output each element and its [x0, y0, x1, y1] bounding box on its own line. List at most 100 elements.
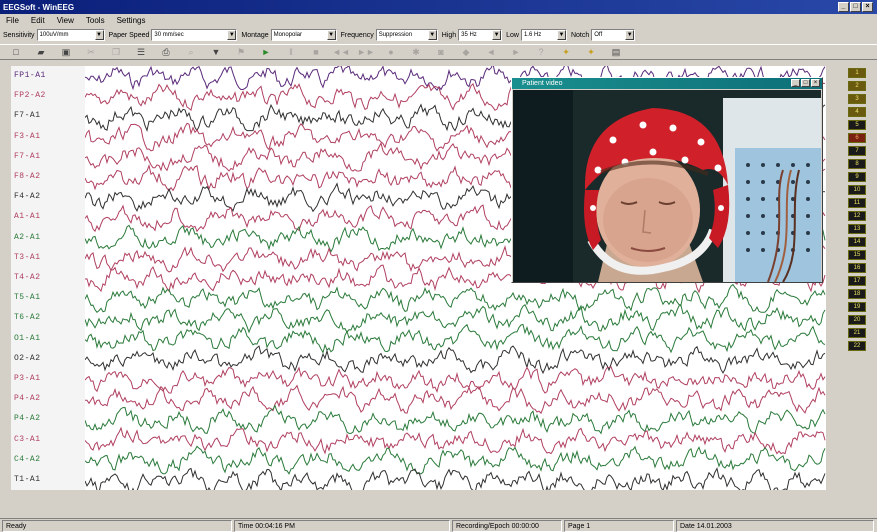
channel-label[interactable]: C3-A1	[14, 434, 41, 444]
chevron-down-icon[interactable]: ▼	[427, 30, 437, 40]
montage-icon[interactable]: ☰	[136, 46, 146, 57]
bookmark-icon[interactable]: ◆	[462, 46, 470, 57]
page-prev-icon[interactable]: ◄	[486, 47, 496, 57]
montage-group: Montage Monopolar ▼	[241, 29, 337, 41]
status-ready: Ready	[2, 520, 232, 532]
zoom-icon[interactable]: ⌕	[188, 46, 194, 57]
stop-icon[interactable]: ■	[313, 47, 319, 57]
chevron-down-icon[interactable]: ▼	[94, 30, 104, 40]
channel-toggle-button[interactable]: 21	[848, 328, 866, 338]
channel-label[interactable]: A2-A1	[14, 232, 41, 242]
channel-toggle-button[interactable]: 12	[848, 211, 866, 221]
channel-toggle-button[interactable]: 5	[848, 120, 866, 130]
channel-toggle-button[interactable]: 9	[848, 172, 866, 182]
channel-label[interactable]: T5-A1	[14, 293, 41, 303]
channel-label[interactable]: P4-A2	[14, 394, 41, 404]
video-window[interactable]: Patient video _ □ ×	[511, 77, 823, 283]
channel-toggle-button[interactable]: 8	[848, 159, 866, 169]
channel-label[interactable]: FP1-A1	[14, 71, 46, 81]
channel-label[interactable]: O1-A1	[14, 333, 41, 343]
pause-icon[interactable]: ‖	[289, 47, 293, 57]
open-folder-icon[interactable]: ▰	[37, 46, 45, 57]
chevron-down-icon[interactable]: ▼	[227, 30, 237, 40]
channel-label[interactable]: T1-A1	[14, 474, 41, 484]
new-file-icon[interactable]: □	[13, 47, 19, 57]
minimize-button[interactable]: _	[791, 79, 800, 87]
channel-toggle-button[interactable]: 17	[848, 276, 866, 286]
channel-label[interactable]: F3-A1	[14, 131, 41, 141]
menu-view[interactable]: View	[56, 15, 74, 25]
print-icon[interactable]: ⎙	[162, 46, 170, 57]
lamp-icon[interactable]: ✦	[562, 46, 570, 57]
marker-icon[interactable]: ⚑	[236, 46, 246, 57]
copy-icon[interactable]: ❐	[111, 46, 121, 57]
channel-toggle-button[interactable]: 10	[848, 185, 866, 195]
chevron-down-icon[interactable]: ▼	[625, 30, 635, 40]
close-button[interactable]: ×	[811, 79, 820, 87]
save-icon[interactable]: ▣	[61, 46, 71, 57]
channel-toggle-button[interactable]: 1	[848, 68, 866, 78]
channel-toggle-button[interactable]: 20	[848, 315, 866, 325]
play-icon[interactable]: ►	[261, 47, 271, 57]
menu-edit[interactable]: Edit	[30, 15, 45, 25]
high-filter-select[interactable]: 35 Hz ▼	[458, 29, 503, 41]
channel-toggle-button[interactable]: 16	[848, 263, 866, 273]
menu-settings[interactable]: Settings	[116, 15, 146, 25]
photo-icon[interactable]: ◙	[438, 47, 444, 57]
chevron-down-icon[interactable]: ▼	[556, 30, 566, 40]
channel-label[interactable]: F7-A1	[14, 151, 41, 161]
filter-icon[interactable]: ▼	[211, 47, 221, 57]
channel-label[interactable]: P3-A1	[14, 373, 41, 383]
montage-select[interactable]: Monopolar ▼	[270, 29, 337, 41]
channel-label[interactable]: O2-A2	[14, 353, 41, 363]
channel-label[interactable]: P4-A2	[14, 414, 41, 424]
video-icon[interactable]: ▤	[611, 46, 621, 57]
menu-file[interactable]: File	[6, 15, 19, 25]
channel-button-strip: 1 2 3 4 5 6 7 8 9 10 11 12 13 14 15 16 17 18 19 20 21 22	[846, 68, 868, 460]
frequency-select[interactable]: Suppression ▼	[375, 29, 438, 41]
channel-label[interactable]: T3-A1	[14, 252, 41, 262]
rewind-icon[interactable]: ◄◄	[332, 47, 350, 57]
minimize-button[interactable]: _	[838, 2, 849, 12]
channel-label[interactable]: F8-A2	[14, 172, 41, 182]
channel-label[interactable]: F7-A1	[14, 111, 41, 121]
record-icon[interactable]: ●	[388, 47, 394, 57]
channel-toggle-button[interactable]: 11	[848, 198, 866, 208]
channel-toggle-button[interactable]: 6	[848, 133, 866, 143]
forward-icon[interactable]: ►►	[357, 47, 375, 57]
lamp-icon[interactable]: ✦	[587, 46, 595, 57]
channel-label[interactable]: F4-A2	[14, 192, 41, 202]
channel-toggle-button[interactable]: 3	[848, 94, 866, 104]
channel-label[interactable]: T4-A2	[14, 273, 41, 282]
low-filter-select[interactable]: 1.6 Hz ▼	[520, 29, 567, 41]
channel-label[interactable]: T6-A2	[14, 313, 41, 323]
video-title-bar[interactable]: Patient video _ □ ×	[512, 78, 822, 89]
channel-toggle-button[interactable]: 18	[848, 289, 866, 299]
channel-label[interactable]: FP2-A2	[14, 91, 46, 101]
channel-toggle-button[interactable]: 13	[848, 224, 866, 234]
channel-toggle-button[interactable]: 22	[848, 341, 866, 351]
channel-toggle-button[interactable]: 15	[848, 250, 866, 260]
page-next-icon[interactable]: ►	[511, 47, 521, 57]
channel-toggle-button[interactable]: 19	[848, 302, 866, 312]
maximize-button[interactable]: □	[850, 2, 861, 12]
sensitivity-select[interactable]: 100uV/mm ▼	[36, 29, 105, 41]
low-filter-label: Low	[506, 31, 519, 39]
event-icon[interactable]: ✱	[412, 46, 420, 57]
channel-toggle-button[interactable]: 14	[848, 237, 866, 247]
channel-toggle-button[interactable]: 2	[848, 81, 866, 91]
channel-label[interactable]: A1-A1	[14, 212, 41, 222]
channel-label[interactable]: C4-A2	[14, 454, 41, 464]
chevron-down-icon[interactable]: ▼	[326, 30, 336, 40]
status-bar: Ready Time 00:04:16 PM Recording/Epoch 0…	[0, 518, 877, 532]
channel-toggle-button[interactable]: 4	[848, 107, 866, 117]
menu-tools[interactable]: Tools	[85, 15, 105, 25]
cut-icon[interactable]: ✂	[87, 46, 95, 57]
channel-toggle-button[interactable]: 7	[848, 146, 866, 156]
close-button[interactable]: ×	[862, 2, 873, 12]
notch-select[interactable]: Off ▼	[591, 29, 636, 41]
paper-speed-select[interactable]: 30 mm/sec ▼	[151, 29, 238, 41]
chevron-down-icon[interactable]: ▼	[492, 30, 502, 40]
help-icon[interactable]: ?	[538, 47, 544, 57]
maximize-button[interactable]: □	[801, 79, 810, 87]
